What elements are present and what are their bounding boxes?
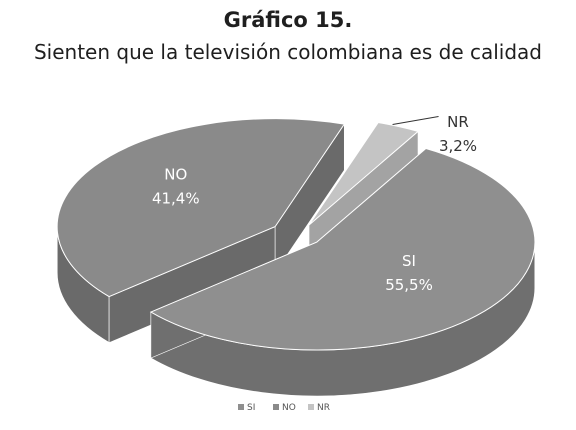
slice-label-nr: NR: [447, 113, 469, 131]
slice-value-si: 55,5%: [385, 276, 433, 294]
legend-swatch-no: [273, 404, 279, 410]
chart-subtitle: Sienten que la televisión colombiana es …: [33, 40, 543, 64]
legend-swatch-nr: [308, 404, 314, 410]
slice-value-no: 41,4%: [152, 189, 200, 207]
slice-label-no: NO: [164, 165, 187, 183]
slice-label-si: SI: [402, 252, 416, 270]
leader-line-nr: [392, 116, 439, 125]
legend-label-si: SI: [247, 403, 255, 413]
chart-title: Gráfico 15.: [223, 8, 353, 32]
legend-swatch-si: [238, 404, 244, 410]
slice-value-nr: 3,2%: [439, 137, 477, 155]
legend-label-no: NO: [282, 403, 296, 413]
legend-label-nr: NR: [317, 403, 330, 413]
pie-slice-si: [149, 147, 536, 397]
